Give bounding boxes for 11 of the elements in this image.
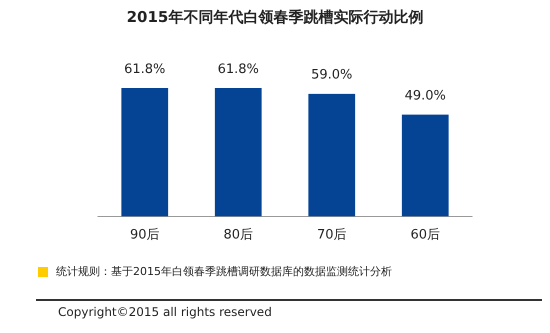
chart-title: 2015年不同年代白领春季跳槽实际行动比例 [126,8,424,27]
data-label: 61.8% [218,62,259,77]
data-label: 59.0% [311,68,352,83]
data-label: 49.0% [404,88,446,104]
x-tick-label: 60后 [410,228,440,243]
x-tick-label: 80后 [223,228,254,243]
x-tick-label: 90后 [130,228,160,243]
text: Copyright©2015 all rights reserved [36,299,542,319]
text: 统计规则：基于2015年白领春季跳槽调研数据库的数据监测统计分析 [56,264,392,279]
x-tick-label: 70后 [316,228,347,243]
data-label: 61.8% [124,62,166,77]
